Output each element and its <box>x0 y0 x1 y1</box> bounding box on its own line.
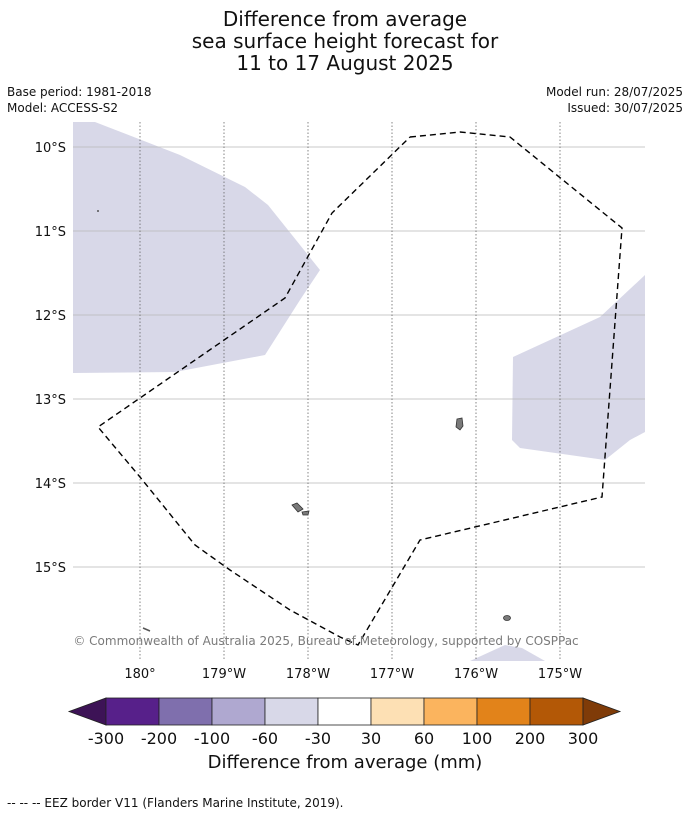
colorbar-extend-low <box>67 697 107 726</box>
anomaly-region-east <box>512 275 645 460</box>
plot-area: 10°S 11°S 12°S 13°S 14°S 15°S 180° 179°W… <box>35 122 645 682</box>
colorbar-segment <box>370 697 425 726</box>
lat-gridlines <box>73 146 645 568</box>
lon-gridlines <box>139 122 561 661</box>
colorbar-segment <box>529 697 584 726</box>
meta-left: Base period: 1981-2018 Model: ACCESS-S2 <box>7 84 152 116</box>
base-period: Base period: 1981-2018 <box>7 85 152 99</box>
colorbar-segment <box>158 697 213 726</box>
colorbar-tick-label: 200 <box>515 729 546 748</box>
lon-label-179w: 179°W <box>202 667 246 682</box>
issued-date: Issued: 30/07/2025 <box>567 101 683 115</box>
colorbar-label: Difference from average (mm) <box>207 752 483 773</box>
lat-label-11s: 11°S <box>35 225 66 240</box>
colorbar-segment <box>476 697 531 726</box>
anomaly-region-northwest <box>73 122 320 373</box>
lon-label-178w: 178°W <box>286 667 330 682</box>
colorbar-extend-high <box>582 697 622 726</box>
title-line-1: Difference from average <box>222 7 468 31</box>
colorbar-segment <box>105 697 160 726</box>
lat-labels: 10°S 11°S 12°S 13°S 14°S 15°S <box>35 141 66 576</box>
anomaly-region-south <box>470 645 545 661</box>
colorbar-segment <box>423 697 478 726</box>
colorbar-segment <box>317 697 372 726</box>
colorbar-tick-label: -200 <box>141 729 177 748</box>
island-futuna <box>291 502 304 513</box>
lat-label-15s: 15°S <box>35 561 66 576</box>
lon-label-180: 180° <box>124 667 155 682</box>
colorbar: -300 -200 -100 -60 -30 30 60 100 200 300 <box>67 697 622 748</box>
copyright-notice: © Commonwealth of Australia 2025, Bureau… <box>73 634 578 648</box>
eez-border <box>96 131 623 646</box>
map-title: Difference from average sea surface heig… <box>0 8 690 74</box>
title-line-3: 11 to 17 August 2025 <box>236 51 454 75</box>
islet-southwest <box>142 627 151 632</box>
colorbar-tick-label: 30 <box>361 729 381 748</box>
lon-labels: 180° 179°W 178°W 177°W 176°W 175°W <box>124 667 582 682</box>
lon-label-177w: 177°W <box>370 667 414 682</box>
island-wallis <box>455 417 464 431</box>
lat-label-13s: 13°S <box>35 393 66 408</box>
colorbar-tick-label: -60 <box>252 729 278 748</box>
colorbar-tick-labels: -300 -200 -100 -60 -30 30 60 100 200 300 <box>88 729 598 748</box>
lat-label-12s: 12°S <box>35 309 66 324</box>
model-run: Model run: 28/07/2025 <box>545 85 683 99</box>
colorbar-segments <box>105 697 584 726</box>
model-name: Model: ACCESS-S2 <box>7 101 119 115</box>
lat-label-14s: 14°S <box>35 477 66 492</box>
colorbar-tick-label: -300 <box>88 729 124 748</box>
colorbar-tick-label: -30 <box>305 729 331 748</box>
island-alofi <box>301 510 310 516</box>
lon-label-176w: 176°W <box>454 667 498 682</box>
colorbar-tick-label: -100 <box>194 729 230 748</box>
meta-right: Model run: 28/07/2025 Issued: 30/07/2025 <box>546 84 683 116</box>
title-line-2: sea surface height forecast for <box>191 29 499 53</box>
lon-label-175w: 175°W <box>538 667 582 682</box>
islet-northwest <box>97 210 99 212</box>
island-niuafoou <box>503 615 511 621</box>
lat-label-10s: 10°S <box>35 141 66 156</box>
eez-footnote: -- -- -- EEZ border V11 (Flanders Marine… <box>7 796 344 810</box>
islands <box>97 210 511 632</box>
colorbar-tick-label: 300 <box>568 729 599 748</box>
colorbar-segment <box>264 697 319 726</box>
colorbar-segment <box>211 697 266 726</box>
colorbar-tick-label: 60 <box>414 729 434 748</box>
colorbar-tick-label: 100 <box>462 729 493 748</box>
